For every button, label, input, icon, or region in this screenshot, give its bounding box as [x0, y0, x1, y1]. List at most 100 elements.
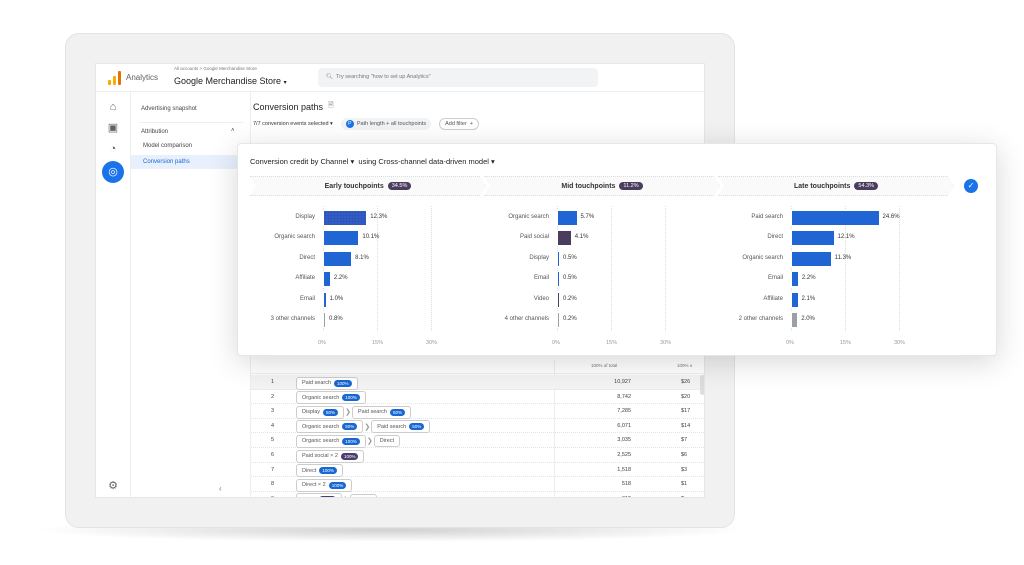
category-label: Email: [299, 295, 315, 302]
bar-display[interactable]: [323, 210, 368, 226]
path-touchpoint[interactable]: Paid social × 2 100%: [296, 449, 365, 463]
axis-tick-label: 15%: [372, 340, 384, 346]
settings-icon[interactable]: ⚙: [108, 480, 118, 492]
touchpoint-label: Paid search: [302, 380, 332, 386]
bar-organic-search[interactable]: [323, 230, 360, 247]
table-row[interactable]: 9Email100%❯Direct312$: [251, 492, 704, 497]
touchpoint-share: 50%: [389, 408, 405, 416]
bar-value-label: 1.0%: [329, 295, 344, 302]
conversion-path: Direct 100%: [296, 464, 343, 478]
category-label: Paid search: [751, 214, 783, 220]
app-name: Analytics: [126, 73, 159, 82]
table-row[interactable]: 3 Display 50% ❯ Paid search 50% 7,285 $17: [251, 404, 704, 419]
bar-value-label: 2.2%: [801, 275, 816, 282]
revenue-value: $14: [681, 422, 691, 429]
model-selector[interactable]: using Cross-channel data-driven model ▾: [358, 157, 495, 166]
path-touchpoint[interactable]: Organic search 100%: [296, 391, 366, 405]
chevron-up-icon[interactable]: ˄: [231, 128, 235, 134]
bar-organic-search[interactable]: [557, 210, 578, 226]
home-icon[interactable]: ⌂: [109, 101, 117, 113]
stage-late[interactable]: Late touchpoints 54.3%: [718, 176, 954, 196]
search-input[interactable]: 🔍︎ Try searching "how to set up Analytic…: [318, 68, 598, 87]
dimension-selector[interactable]: Conversion credit by Channel ▾: [250, 157, 355, 166]
touchpoint-share: 100%: [328, 481, 347, 489]
conversions-value: 8,742: [617, 393, 631, 400]
category-label: Organic search: [274, 234, 315, 241]
path-touchpoint[interactable]: Paid search 50%: [351, 405, 411, 419]
path-touchpoint[interactable]: Direct: [350, 493, 377, 497]
model-label: using Cross-channel data-driven model: [358, 157, 489, 166]
stage-early[interactable]: Early touchpoints 34.5%: [250, 176, 486, 196]
bar-paid-social[interactable]: [557, 230, 572, 247]
bar-email[interactable]: [791, 271, 799, 288]
path-touchpoint[interactable]: Paid search 100%: [296, 376, 358, 390]
nav-model-comparison[interactable]: Model comparison: [143, 143, 193, 149]
path-touchpoint[interactable]: Display 50%: [296, 405, 345, 419]
add-filter-button[interactable]: Add filter +: [439, 118, 480, 130]
bar-video[interactable]: [557, 291, 560, 308]
filter-chip[interactable]: P Path length + all touchpoints: [340, 118, 432, 130]
bar-affiliate[interactable]: [323, 271, 331, 288]
axis-tick-label: 15%: [840, 340, 852, 346]
path-touchpoint[interactable]: Organic search 100%: [296, 434, 366, 448]
reports-icon[interactable]: ▣: [107, 122, 119, 134]
table-row[interactable]: 8 Direct × 2 100% 518 $1: [251, 477, 704, 492]
bar-2-other-channels[interactable]: [791, 312, 799, 328]
path-touchpoint[interactable]: Organic search 50%: [296, 420, 364, 434]
report-icon[interactable]: 🗎: [328, 102, 334, 109]
table-row[interactable]: 1 Paid search 100% 10,927 $26: [251, 375, 704, 390]
table-row[interactable]: 7 Direct 100% 1,518 $3: [251, 463, 704, 478]
path-touchpoint[interactable]: Direct: [373, 435, 401, 448]
bar-3-other-channels[interactable]: [323, 312, 326, 328]
bar-display[interactable]: [557, 250, 560, 267]
conversions-value: 2,525: [617, 452, 631, 458]
axis-tick-label: 0%: [318, 340, 326, 346]
bar-4-other-channels[interactable]: [557, 312, 560, 328]
bar-paid-search[interactable]: [791, 210, 880, 226]
gridline: [323, 206, 324, 331]
bar-value-label: 11.3%: [834, 254, 852, 261]
plus-icon: +: [469, 121, 474, 127]
advertising-icon[interactable]: ◎: [102, 161, 124, 183]
table-row[interactable]: 2 Organic search 100% 8,742 $20: [251, 390, 704, 405]
table-row[interactable]: 4 Organic search 50% ❯ Paid search 50% 6,071 $1…: [251, 419, 704, 434]
conversion-path: Paid search 100%: [296, 376, 358, 390]
bar-direct[interactable]: [791, 230, 835, 247]
breadcrumb[interactable]: All accounts > Google Merchandise Store: [174, 66, 257, 71]
row-number: 9: [271, 496, 274, 497]
stage-title: Mid touchpoints: [561, 182, 616, 190]
conversion-events-selector[interactable]: 7/7 conversion events selected ▾: [253, 121, 333, 127]
nav-advertising-snapshot[interactable]: Advertising snapshot: [141, 106, 197, 112]
property-selector[interactable]: Google Merchandise Store ▾: [174, 76, 287, 89]
bar-email[interactable]: [323, 291, 327, 308]
nav-conversion-paths[interactable]: Conversion paths: [143, 159, 190, 165]
check-icon[interactable]: ✓: [964, 179, 978, 193]
scrollbar[interactable]: [700, 375, 704, 395]
stage-title: Early touchpoints: [324, 182, 384, 190]
collapse-icon[interactable]: ‹: [219, 484, 222, 493]
bar-direct[interactable]: [323, 250, 353, 267]
nav-attribution[interactable]: Attribution: [141, 129, 169, 135]
path-touchpoint[interactable]: Paid search 50%: [371, 420, 431, 434]
col-conversions-header[interactable]: 100% of total: [591, 363, 618, 368]
col-revenue-header[interactable]: 100% o: [677, 363, 693, 368]
revenue-value: $26: [681, 379, 691, 385]
path-touchpoint[interactable]: Direct × 2 100%: [296, 478, 353, 492]
bar-affiliate[interactable]: [791, 291, 799, 308]
bar-organic-search[interactable]: [791, 250, 832, 267]
path-touchpoint[interactable]: Email100%: [296, 493, 343, 497]
table-row[interactable]: 6 Paid social × 2 100% 2,525 $6: [251, 448, 704, 463]
touchpoint-label: Direct: [302, 467, 317, 474]
stage-mid[interactable]: Mid touchpoints 11.2%: [484, 176, 720, 196]
conversion-credit-card: Conversion credit by Channel ▾ using Cro…: [237, 143, 997, 356]
table-row[interactable]: 5 Organic search 100% ❯ Direct 3,035 $7: [251, 433, 704, 448]
touchpoint-label: Direct × 2: [302, 482, 326, 489]
path-touchpoint[interactable]: Direct 100%: [296, 464, 343, 478]
touchpoint-share: 100%: [334, 379, 352, 387]
axis-tick-label: 0%: [786, 340, 794, 346]
bar-email[interactable]: [557, 271, 560, 288]
bar-value-label: 0.5%: [563, 254, 577, 261]
left-rail: ⌂ ▣ ◔ ◎ ⚙: [96, 92, 131, 497]
category-label: Direct: [299, 254, 315, 261]
explore-icon[interactable]: ◔: [109, 143, 117, 155]
